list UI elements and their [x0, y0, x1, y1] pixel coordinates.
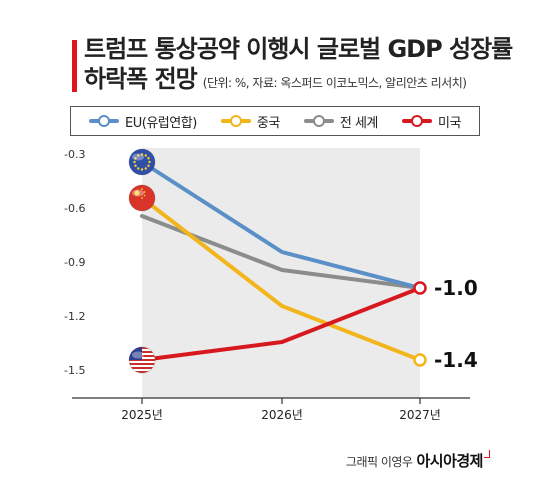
- series-line-usa: [140, 286, 422, 362]
- legend-swatch-world: [303, 115, 334, 127]
- chart-legend: EU(유럽연합) 중국 전 세계 미국: [70, 106, 480, 136]
- usa-flag-icon: [128, 346, 156, 374]
- x-tick-label: 2025년: [121, 408, 163, 422]
- title-accent-bar: [72, 40, 77, 92]
- legend-item-world: 전 세계: [303, 112, 379, 131]
- legend-swatch-china: [220, 115, 251, 127]
- x-tick-label: 2027년: [399, 408, 441, 422]
- y-tick-label: -1.5: [64, 364, 85, 377]
- x-tick-label: 2026년: [261, 408, 303, 422]
- y-tick-label: -1.2: [64, 310, 85, 323]
- chart-title: 트럼프 통상공약 이행시 글로벌 GDP 성장률 하락폭 전망 (단위: %, 자…: [84, 34, 513, 98]
- legend-swatch-eu: [89, 115, 120, 127]
- title-line-2: 하락폭 전망: [84, 65, 198, 93]
- value-annotation: -1.4: [434, 348, 478, 372]
- credit-text: 그래픽 이영우: [345, 455, 413, 469]
- end-point-china: [413, 353, 427, 367]
- credit-line: 그래픽 이영우 아시아경제: [346, 450, 490, 471]
- chart-subtitle: (단위: %, 자료: 옥스퍼드 이코노믹스, 알리안츠 리서치): [202, 76, 467, 90]
- legend-label-eu: EU(유럽연합): [125, 115, 197, 131]
- value-annotation: -1.0: [434, 276, 478, 300]
- legend-label-world: 전 세계: [339, 115, 379, 131]
- series-line-eu: [140, 160, 422, 290]
- legend-item-eu: EU(유럽연합): [89, 112, 197, 131]
- plot-shade-band: [142, 148, 420, 398]
- end-point-usa: [413, 281, 427, 295]
- y-tick-label: -0.3: [64, 148, 85, 161]
- series-line-china: [140, 196, 422, 362]
- y-tick-label: -0.9: [64, 256, 85, 269]
- china-flag-icon: [128, 184, 156, 212]
- legend-label-usa: 미국: [437, 115, 461, 131]
- title-line-1: 트럼프 통상공약 이행시 글로벌 GDP 성장률: [84, 35, 513, 63]
- brand-logo: 아시아경제: [416, 452, 483, 470]
- eu-flag-icon: [128, 148, 156, 176]
- brand-mark-icon: [484, 450, 490, 458]
- legend-swatch-usa: [401, 115, 432, 127]
- y-tick-label: -0.6: [64, 202, 85, 215]
- legend-item-usa: 미국: [401, 112, 461, 131]
- legend-item-china: 중국: [220, 112, 280, 131]
- legend-label-china: 중국: [256, 115, 280, 131]
